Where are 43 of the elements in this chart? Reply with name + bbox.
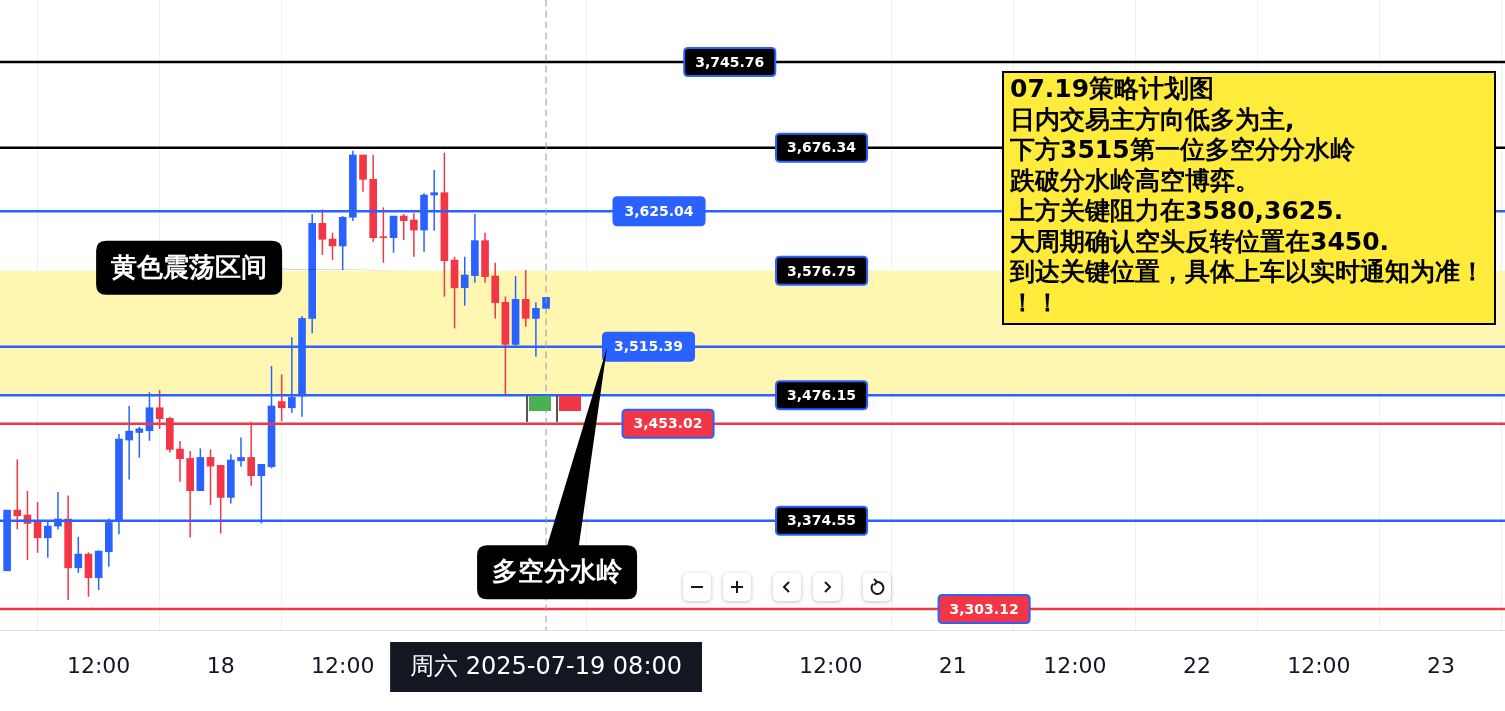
ref-line-label: 3,745.76 <box>695 53 765 70</box>
x-tick-label: 12:00 <box>1043 652 1107 678</box>
candlestick <box>399 213 408 241</box>
candlestick <box>13 458 22 531</box>
x-tick-label: 21 <box>938 652 967 678</box>
x-tick-label: 23 <box>1426 652 1455 678</box>
y-tick-label: 3,476.15 <box>787 386 857 403</box>
ref-line-label: 3,625.04 <box>624 202 694 219</box>
x-tick-label: 12:00 <box>66 652 131 678</box>
candlestick <box>33 501 42 554</box>
candlestick <box>135 426 144 459</box>
annotation: 黄色震荡区间 <box>110 251 268 282</box>
candlestick <box>379 206 388 264</box>
y-tick-label: 3,676.34 <box>787 139 857 156</box>
x-tick-label: 12:00 <box>310 652 375 678</box>
y-tick-label: 3,374.55 <box>787 512 857 529</box>
y-tick-label: 3,576.75 <box>787 262 857 279</box>
annotation: 跌破分水岭高空博弈。 <box>1009 165 1260 195</box>
annotation: 到达关键位置，具体上车以实时通知为准！！！ <box>1009 257 1485 317</box>
ref-line-label: 3,515.39 <box>613 338 684 355</box>
candlestick <box>460 255 469 307</box>
candlestick <box>125 405 133 481</box>
x-tick-label: 12:00 <box>1287 652 1351 678</box>
x-tick-label: 22 <box>1182 652 1211 678</box>
candlestick <box>74 536 83 574</box>
ref-line-label: 3,303.12 <box>949 600 1019 617</box>
x-tick-label: 12:00 <box>799 652 863 678</box>
annotation: 大周期确认空头反转位置在3450. <box>1010 226 1390 256</box>
candlestick <box>237 436 245 468</box>
annotation: 下方3515第一位多空分分水岭 <box>1009 135 1356 164</box>
candlestick <box>176 440 184 483</box>
annotation: 07.19策略计划图 <box>1010 74 1215 103</box>
annotation: 上方关键阻力在3580,3625. <box>1009 196 1344 225</box>
annotation: 多空分水岭 <box>492 555 624 586</box>
candlestick <box>318 208 327 256</box>
ref-line-label: 3,453.02 <box>633 415 703 432</box>
candlestick <box>389 215 398 254</box>
candlestick <box>277 373 286 423</box>
candlestick <box>521 269 530 328</box>
ref-line-label: 周六 2025-07-19 08:00 <box>410 652 683 681</box>
annotation: 日内交易主方向低多为主, <box>1010 104 1295 134</box>
x-tick-label: 18 <box>206 652 235 678</box>
candlestick <box>410 212 418 258</box>
